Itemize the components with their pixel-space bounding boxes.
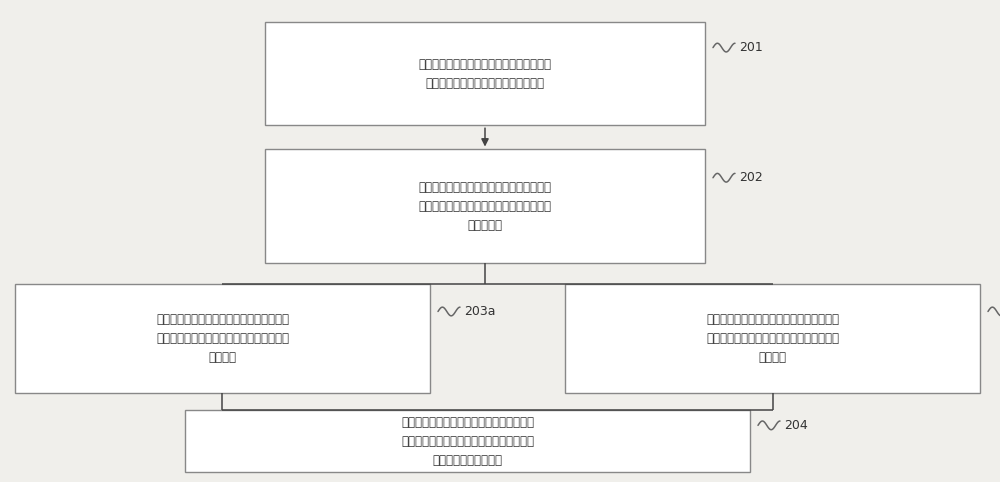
Text: 203a: 203a [464,305,496,318]
Text: 若所述移动轨迹的方向相对于参照位置为流
出方向，则输出所述终端对应用户的流动方
向为流出: 若所述移动轨迹的方向相对于参照位置为流 出方向，则输出所述终端对应用户的流动方 … [706,313,839,364]
Text: 当所述终端处于网络连接开启模式时，根据
预置热点设备获取所述终端的位置信息: 当所述终端处于网络连接开启模式时，根据 预置热点设备获取所述终端的位置信息 [418,57,552,90]
Text: 202: 202 [739,171,763,184]
FancyBboxPatch shape [15,284,430,393]
FancyBboxPatch shape [565,284,980,393]
Text: 204: 204 [784,419,808,432]
Text: 根据预设时间间隔分别统计流进方向和流出
方向对应用户的数量，得到预设入口的流进
量和预设出口的流出量: 根据预设时间间隔分别统计流进方向和流出 方向对应用户的数量，得到预设入口的流进 … [401,415,534,467]
FancyBboxPatch shape [185,410,750,472]
Text: 若所述移动轨迹的方向相对于参照位置为流
进方向，则输出所述终端对应用户的流动方
向为流进: 若所述移动轨迹的方向相对于参照位置为流 进方向，则输出所述终端对应用户的流动方 … [156,313,289,364]
Text: 201: 201 [739,41,763,54]
Text: 按照时间先后顺序记录所述终端的各个时间
点对应的位置信息，得到所述终端对应用户
的移动轨迹: 按照时间先后顺序记录所述终端的各个时间 点对应的位置信息，得到所述终端对应用户 … [418,181,552,231]
FancyBboxPatch shape [265,22,705,125]
FancyBboxPatch shape [265,149,705,263]
